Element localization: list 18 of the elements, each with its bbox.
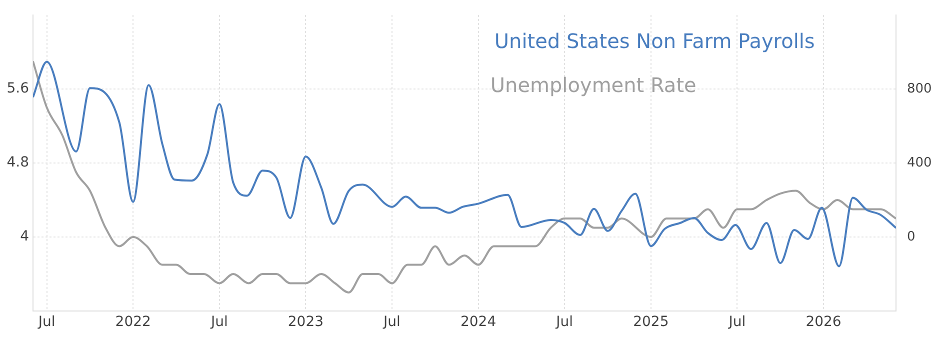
- x-tick-label: 2024: [460, 314, 496, 330]
- y-tick-label: 4: [20, 228, 30, 245]
- x-tick-label: 2023: [288, 314, 324, 330]
- y2-tick-label: 400: [907, 155, 932, 170]
- x-tick-label: Jul: [210, 314, 228, 330]
- y2-tick-label: 0: [907, 229, 916, 244]
- x-tick-label: Jul: [555, 314, 574, 330]
- x-tick-label: Jul: [37, 314, 56, 330]
- x-tick-label: Jul: [728, 314, 746, 330]
- x-tick-label: 2022: [115, 314, 151, 330]
- y-tick-label: 5.6: [6, 80, 30, 97]
- x-tick-label: 2025: [633, 314, 669, 330]
- y-tick-label: 4.8: [6, 154, 29, 171]
- x-tick-label: 2026: [806, 314, 842, 330]
- text: United States Non Farm Payrolls: [494, 29, 815, 54]
- text: Unemployment Rate: [490, 73, 696, 98]
- x-tick-label: Jul: [382, 314, 400, 330]
- y2-tick-label: 800: [907, 81, 932, 96]
